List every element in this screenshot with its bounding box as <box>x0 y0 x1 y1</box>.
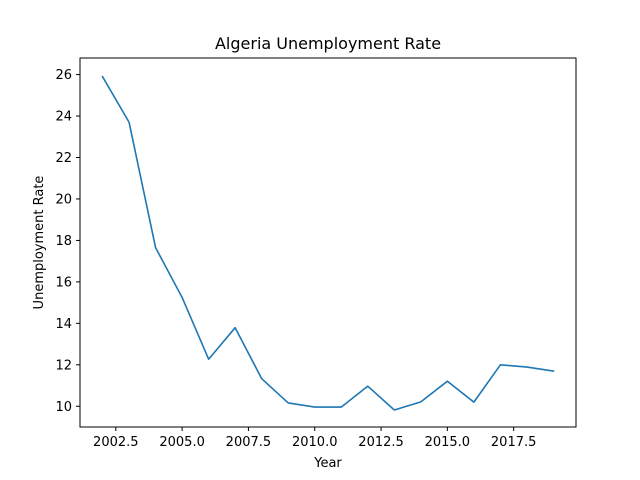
x-tick-label: 2012.5 <box>358 435 404 450</box>
plot-series <box>101 75 555 411</box>
series-line-0 <box>101 75 555 411</box>
x-tick-label: 2005.0 <box>159 435 205 450</box>
y-tick-label: 22 <box>55 151 72 166</box>
x-axis-label: Year <box>313 456 342 471</box>
x-tick-label: 2002.5 <box>93 435 139 450</box>
x-tick-label: 2010.0 <box>292 435 338 450</box>
y-tick-label: 20 <box>55 192 72 207</box>
x-axis: 2002.5 2005.0 2007.5 2010.0 2012.5 2015.0 2017… <box>93 427 536 450</box>
y-axis: 10 12 14 16 18 20 22 24 26 <box>55 68 80 415</box>
y-tick-label: 18 <box>55 234 72 249</box>
y-tick-label: 12 <box>55 358 72 373</box>
y-tick-label: 26 <box>55 68 72 83</box>
plot-frame <box>79 57 577 428</box>
y-axis-label: Unemployment Rate <box>32 176 47 310</box>
y-tick-label: 24 <box>55 110 72 125</box>
y-tick-label: 16 <box>55 275 72 290</box>
y-tick-label: 10 <box>55 400 72 415</box>
chart-title: Algeria Unemployment Rate <box>215 34 441 53</box>
x-tick-label: 2017.5 <box>491 435 537 450</box>
x-tick-label: 2015.0 <box>425 435 471 450</box>
y-tick-label: 14 <box>55 317 72 332</box>
x-tick-label: 2007.5 <box>226 435 272 450</box>
